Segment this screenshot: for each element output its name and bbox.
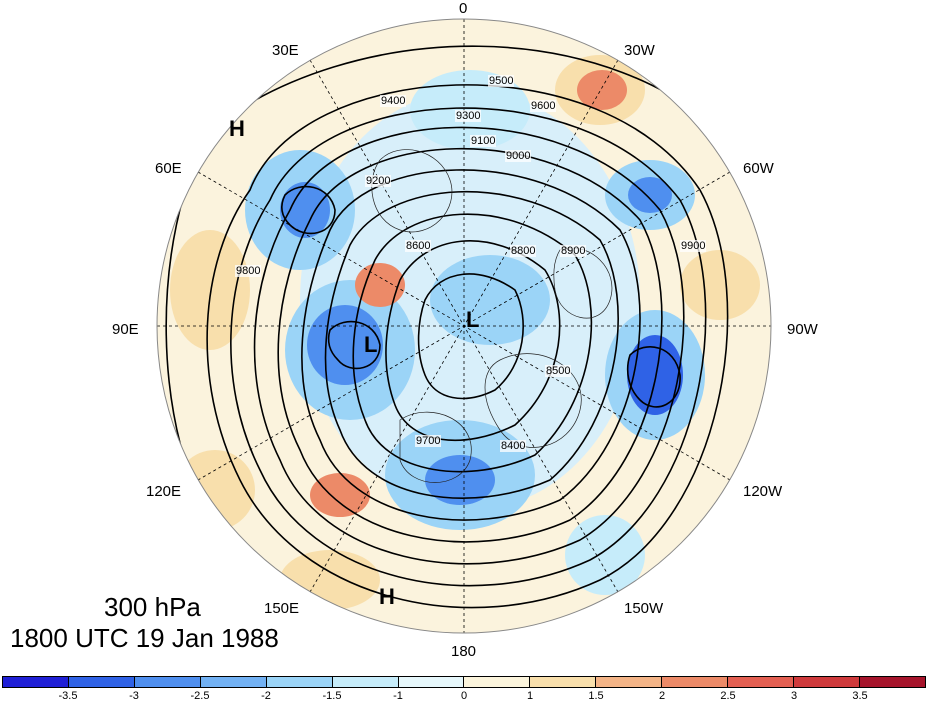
lon-label-60w: 60W	[743, 160, 774, 177]
pressure-level-label: 300 hPa	[104, 592, 201, 622]
colorbar-box	[332, 677, 399, 687]
lon-label-150w: 150W	[624, 600, 664, 617]
colorbar-tick-label: -3.5	[58, 690, 78, 702]
colorbar-box	[728, 677, 795, 687]
colorbar	[2, 676, 926, 688]
contour-label: 8400	[500, 440, 527, 452]
colorbar-box	[596, 677, 663, 687]
lon-label-30w: 30W	[624, 42, 655, 59]
lon-label-180: 180	[451, 643, 477, 660]
colorbar-box	[200, 677, 267, 687]
low-center-marker: L	[364, 332, 378, 357]
colorbar-tick-label: -1	[393, 690, 403, 702]
colorbar-box	[464, 677, 531, 687]
contour-label: 9900	[680, 240, 707, 252]
contour-label: 9400	[380, 95, 407, 107]
contour-label: 9800	[235, 265, 262, 277]
lon-label-150e: 150E	[264, 600, 300, 617]
contour-label: 9000	[505, 150, 532, 162]
lon-label-120w: 120W	[743, 483, 783, 500]
colorbar-box	[3, 677, 69, 687]
contour-label: 8600	[405, 240, 432, 252]
map-border	[156, 18, 772, 634]
colorbar-tick-label: 0	[460, 690, 468, 702]
lon-label-90w: 90W	[787, 321, 818, 338]
lon-label-30e: 30E	[272, 42, 299, 59]
colorbar-tick-label: 1	[526, 690, 534, 702]
contour-label: 9100	[470, 135, 497, 147]
colorbar-tick-label: -1.5	[322, 690, 342, 702]
lon-label-0: 0	[459, 0, 468, 17]
contour-label: 9300	[455, 110, 482, 122]
contour-label: 9600	[530, 100, 557, 112]
contour-label: 8900	[560, 245, 587, 257]
colorbar-box	[530, 677, 597, 687]
low-center-marker: L	[466, 307, 480, 332]
colorbar-tick-label: 1.5	[588, 690, 604, 702]
colorbar-box	[266, 677, 333, 687]
colorbar-box	[794, 677, 860, 687]
colorbar-tick-label: 3.5	[852, 690, 868, 702]
colorbar-tick-label: 3	[790, 690, 798, 702]
lon-label-120e: 120E	[146, 483, 182, 500]
coastlines	[371, 149, 613, 483]
colorbar-tick-label: -2.5	[190, 690, 210, 702]
graticule	[157, 19, 771, 633]
colorbar-box	[398, 677, 465, 687]
colorbar-box	[68, 677, 135, 687]
high-center-marker: H	[379, 584, 395, 609]
height-contours	[165, 45, 771, 633]
datetime-label: 1800 UTC 19 Jan 1988	[10, 623, 279, 653]
colorbar-tick-label: 2	[658, 690, 666, 702]
contour-label: 9500	[488, 75, 515, 87]
lon-label-90e: 90E	[112, 321, 139, 338]
contour-label: 8800	[510, 245, 537, 257]
high-center-marker: H	[229, 116, 245, 141]
colorbar-box	[859, 677, 925, 687]
colorbar-box	[662, 677, 729, 687]
contour-label: 9700	[415, 435, 442, 447]
colorbar-tick-label: -3	[129, 690, 139, 702]
colorbar-tick-label: -2	[261, 690, 271, 702]
colorbar-tick-label: 2.5	[720, 690, 736, 702]
contour-label: 9200	[365, 175, 392, 187]
lon-label-60e: 60E	[155, 160, 182, 177]
contour-label: 8500	[545, 365, 572, 377]
colorbar-box	[134, 677, 201, 687]
